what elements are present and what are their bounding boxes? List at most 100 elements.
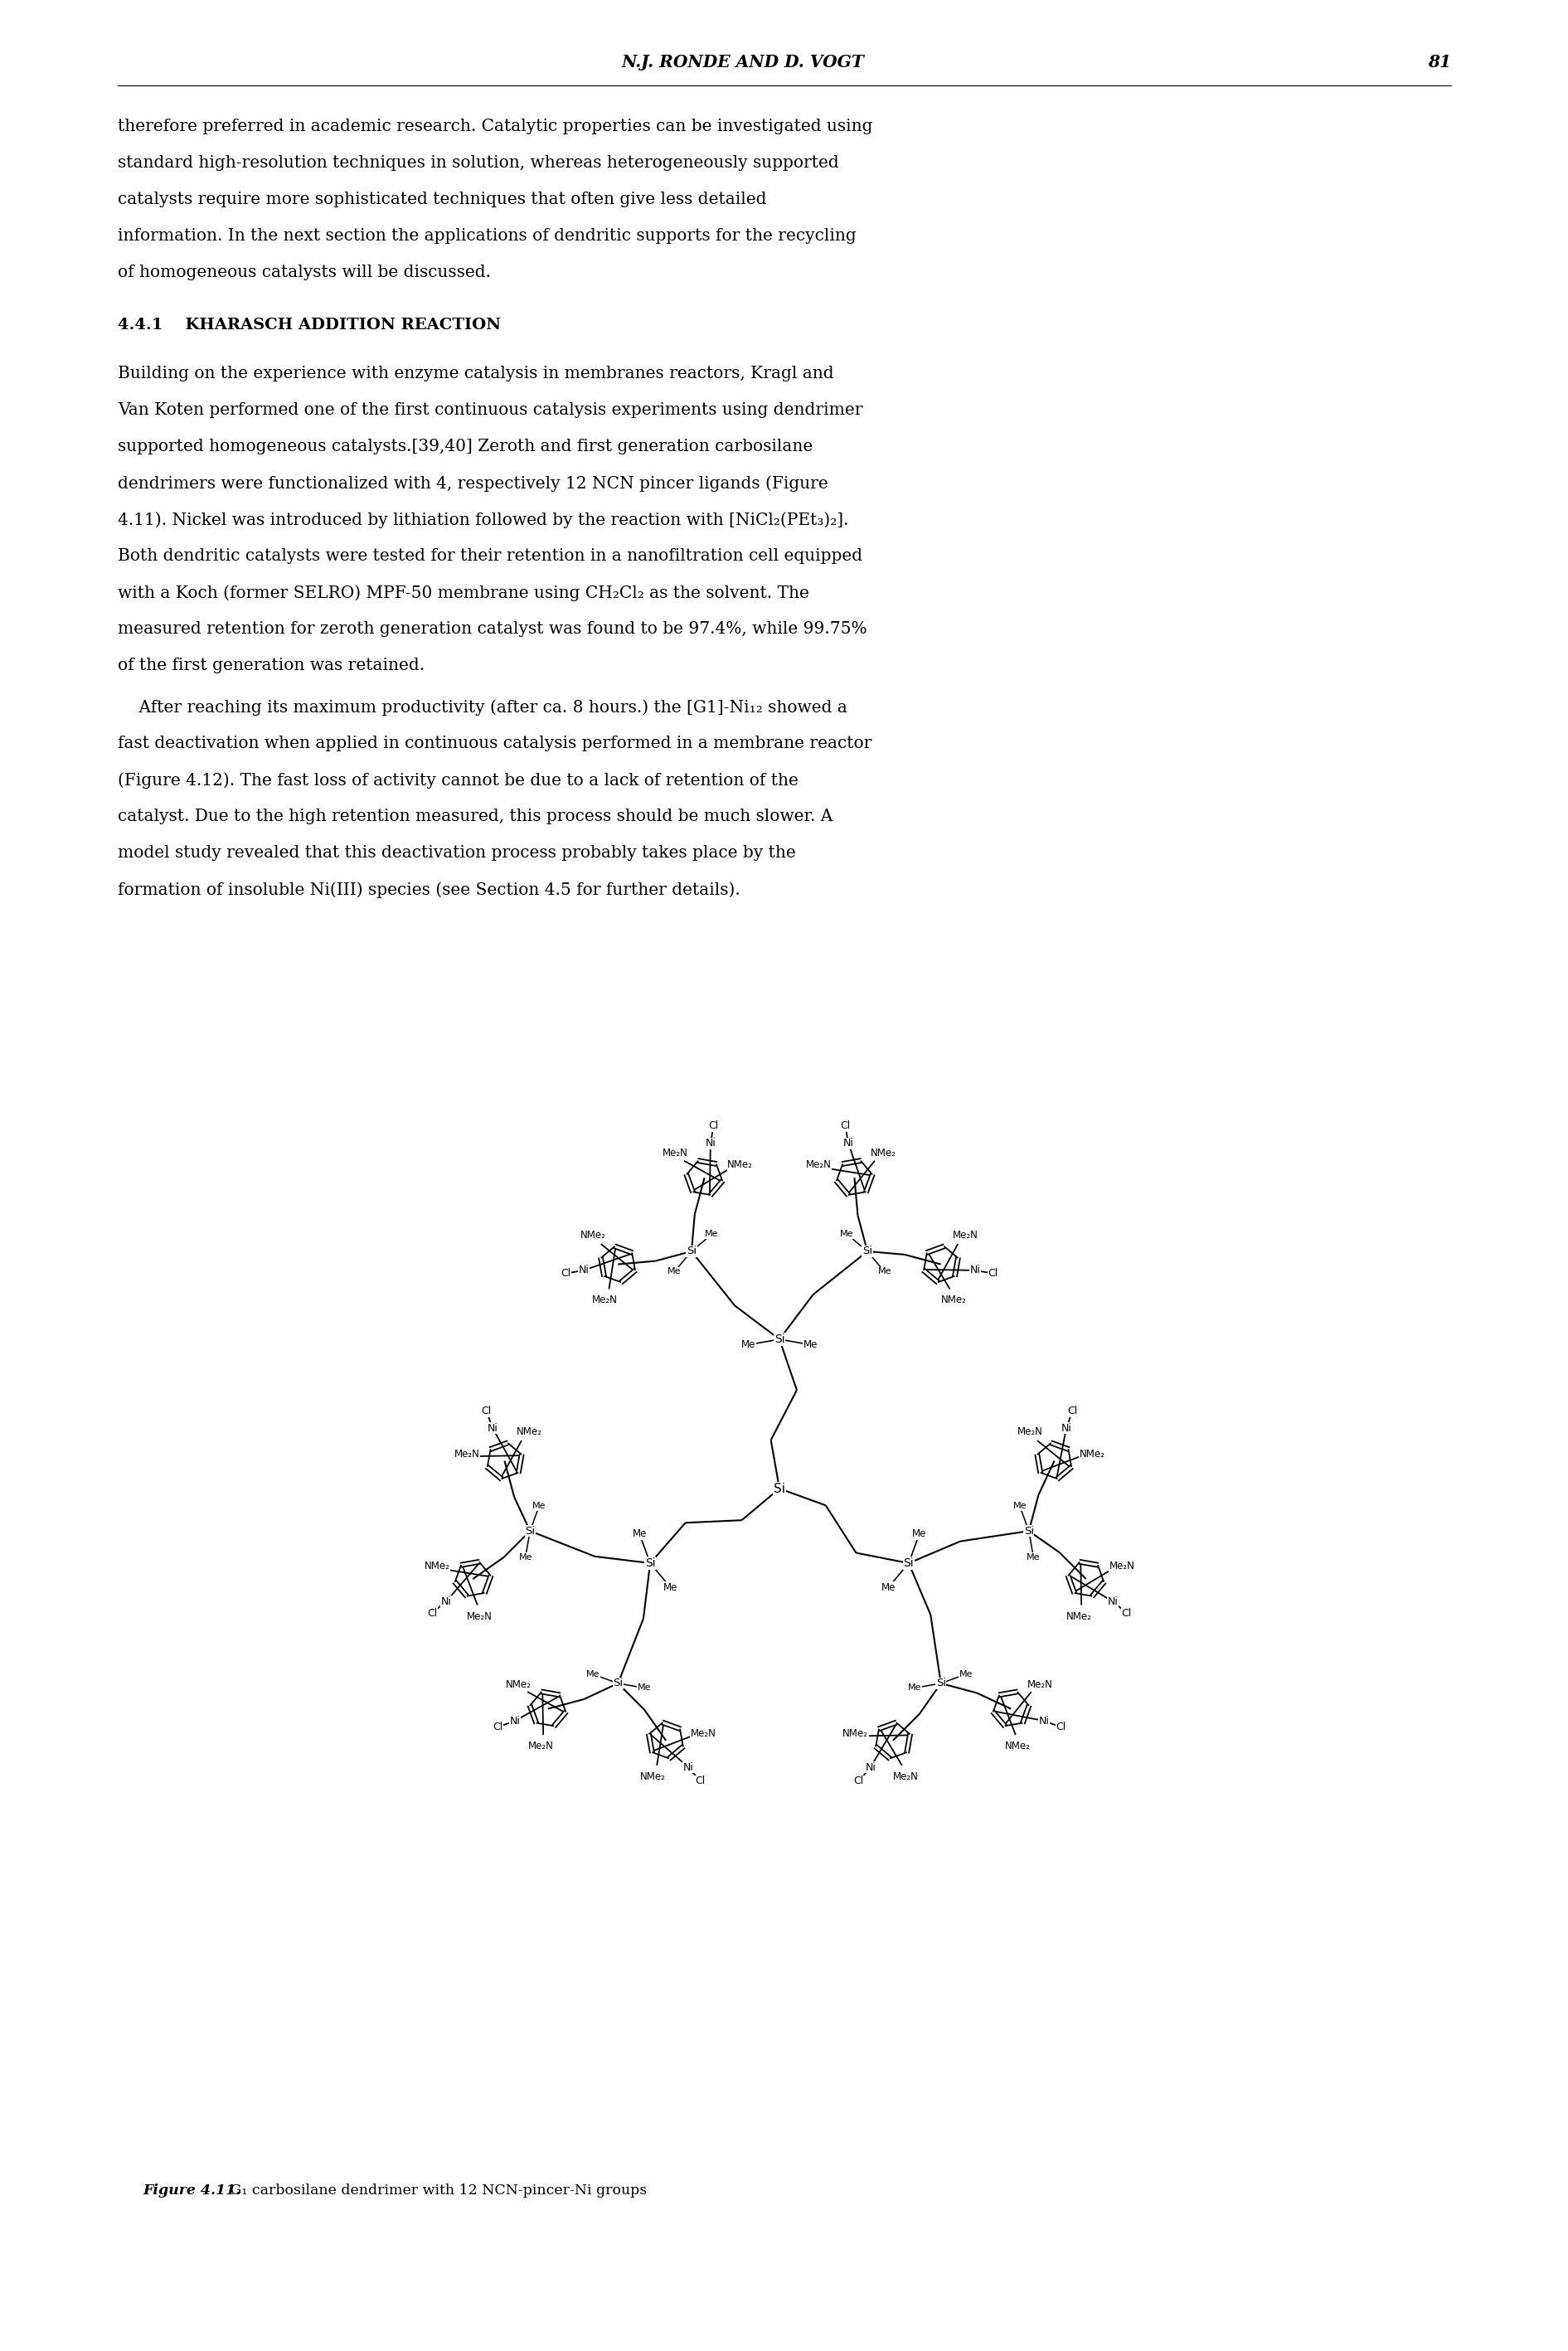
Text: Me₂N: Me₂N (953, 1230, 978, 1241)
Text: with a Koch (former SELRO) MPF-50 membrane using CH₂Cl₂ as the solvent. The: with a Koch (former SELRO) MPF-50 membra… (118, 585, 809, 602)
Text: Si: Si (687, 1246, 696, 1258)
Text: Me: Me (1013, 1502, 1027, 1509)
Text: formation of insoluble Ni(III) species (see Section 4.5 for further details).: formation of insoluble Ni(III) species (… (118, 882, 740, 898)
Text: Me₂N: Me₂N (593, 1295, 618, 1305)
Text: NMe₂: NMe₂ (842, 1728, 869, 1740)
Text: Ni: Ni (510, 1716, 521, 1726)
Text: therefore preferred in academic research. Catalytic properties can be investigat: therefore preferred in academic research… (118, 118, 873, 134)
Text: Me: Me (908, 1683, 922, 1693)
Text: Cl: Cl (561, 1267, 571, 1279)
Text: Cl: Cl (1121, 1608, 1132, 1617)
Text: Me₂N: Me₂N (1018, 1427, 1043, 1436)
Text: NMe₂: NMe₂ (1066, 1610, 1093, 1622)
Text: Ni: Ni (1062, 1422, 1071, 1434)
Text: NMe₂: NMe₂ (1005, 1742, 1030, 1751)
Text: (Figure 4.12). The fast loss of activity cannot be due to a lack of retention of: (Figure 4.12). The fast loss of activity… (118, 771, 798, 788)
Text: catalysts require more sophisticated techniques that often give less detailed: catalysts require more sophisticated tec… (118, 190, 767, 207)
Text: Me₂N: Me₂N (528, 1742, 554, 1751)
Text: Cl: Cl (709, 1119, 718, 1131)
Text: Building on the experience with enzyme catalysis in membranes reactors, Kragl an: Building on the experience with enzyme c… (118, 367, 834, 381)
Text: Cl: Cl (853, 1775, 864, 1787)
Text: Cl: Cl (426, 1608, 437, 1617)
Text: catalyst. Due to the high retention measured, this process should be much slower: catalyst. Due to the high retention meas… (118, 809, 833, 825)
Text: G₁ carbosilane dendrimer with 12 NCN-pincer-Ni groups: G₁ carbosilane dendrimer with 12 NCN-pin… (226, 2184, 648, 2198)
Text: NMe₂: NMe₂ (728, 1159, 753, 1171)
Text: Si: Si (862, 1246, 872, 1258)
Text: Figure 4.11.: Figure 4.11. (143, 2184, 240, 2198)
Text: Ni: Ni (488, 1422, 499, 1434)
Text: Me: Me (632, 1528, 646, 1540)
Text: Me: Me (668, 1267, 681, 1277)
Text: of homogeneous catalysts will be discussed.: of homogeneous catalysts will be discuss… (118, 266, 491, 280)
Text: Van Koten performed one of the first continuous catalysis experiments using dend: Van Koten performed one of the first con… (118, 402, 862, 418)
Text: Ni: Ni (866, 1761, 877, 1773)
Text: After reaching its maximum productivity (after ca. 8 hours.) the [G1]-Ni₁₂ showe: After reaching its maximum productivity … (118, 698, 847, 715)
Text: Me: Me (840, 1230, 855, 1239)
Text: Cl: Cl (492, 1721, 503, 1733)
Text: Ni: Ni (579, 1265, 590, 1277)
Text: Ni: Ni (706, 1138, 717, 1150)
Text: NMe₂: NMe₂ (516, 1427, 543, 1436)
Text: fast deactivation when applied in continuous catalysis performed in a membrane r: fast deactivation when applied in contin… (118, 736, 872, 752)
Text: 4.11). Nickel was introduced by lithiation followed by the reaction with [NiCl₂(: 4.11). Nickel was introduced by lithiati… (118, 513, 848, 529)
Text: of the first generation was retained.: of the first generation was retained. (118, 658, 425, 672)
Text: Si: Si (773, 1483, 786, 1495)
Text: NMe₂: NMe₂ (580, 1230, 607, 1241)
Text: Si: Si (1024, 1526, 1033, 1538)
Text: Me₂N: Me₂N (691, 1728, 717, 1740)
Text: Me₂N: Me₂N (1109, 1561, 1135, 1570)
Text: Me₂N: Me₂N (467, 1610, 492, 1622)
Text: model study revealed that this deactivation process probably takes place by the: model study revealed that this deactivat… (118, 844, 797, 860)
Text: information. In the next section the applications of dendritic supports for the : information. In the next section the app… (118, 228, 856, 245)
Text: Me₂N: Me₂N (662, 1147, 688, 1159)
Text: Cl: Cl (1068, 1406, 1077, 1415)
Text: Me₂N: Me₂N (455, 1448, 480, 1460)
Text: Si: Si (525, 1526, 535, 1538)
Text: Si: Si (613, 1679, 622, 1688)
Text: measured retention for zeroth generation catalyst was found to be 97.4%, while 9: measured retention for zeroth generation… (118, 621, 867, 637)
Text: Si: Si (903, 1556, 914, 1568)
Text: Cl: Cl (481, 1406, 491, 1415)
Text: 81: 81 (1428, 54, 1450, 71)
Text: NMe₂: NMe₂ (640, 1770, 666, 1782)
Text: Me: Me (803, 1340, 817, 1349)
Text: Me: Me (586, 1669, 601, 1679)
Text: Me₂N: Me₂N (1027, 1679, 1054, 1690)
Text: N.J. RONDE AND D. VOGT: N.J. RONDE AND D. VOGT (621, 54, 864, 71)
Text: Me₂N: Me₂N (806, 1159, 831, 1171)
Text: Ni: Ni (844, 1138, 853, 1150)
Text: Me: Me (881, 1582, 895, 1592)
Text: Me: Me (960, 1669, 972, 1679)
Text: 4.4.1    KHARASCH ADDITION REACTION: 4.4.1 KHARASCH ADDITION REACTION (118, 317, 500, 331)
Text: Si: Si (936, 1679, 946, 1688)
Text: Both dendritic catalysts were tested for their retention in a nanofiltration cel: Both dendritic catalysts were tested for… (118, 548, 862, 564)
Text: Me: Me (706, 1230, 718, 1239)
Text: Cl: Cl (1055, 1721, 1066, 1733)
Text: Me₂N: Me₂N (894, 1770, 919, 1782)
Text: Ni: Ni (971, 1265, 980, 1277)
Text: Ni: Ni (1038, 1716, 1049, 1726)
Text: Me: Me (519, 1554, 532, 1561)
Text: Me: Me (913, 1528, 927, 1540)
Text: Cl: Cl (840, 1119, 850, 1131)
Text: Si: Si (644, 1556, 655, 1568)
Text: supported homogeneous catalysts.[39,40] Zeroth and first generation carbosilane: supported homogeneous catalysts.[39,40] … (118, 440, 812, 454)
Text: Ni: Ni (441, 1596, 452, 1606)
Text: NMe₂: NMe₂ (506, 1679, 532, 1690)
Text: Me: Me (742, 1340, 756, 1349)
Text: Me: Me (878, 1267, 891, 1277)
Text: NMe₂: NMe₂ (1079, 1448, 1105, 1460)
Text: Cl: Cl (988, 1267, 999, 1279)
Text: Si: Si (775, 1333, 784, 1345)
Text: Me: Me (637, 1683, 651, 1693)
Text: dendrimers were functionalized with 4, respectively 12 NCN pincer ligands (Figur: dendrimers were functionalized with 4, r… (118, 475, 828, 491)
Text: Cl: Cl (695, 1775, 706, 1787)
Text: Me: Me (663, 1582, 677, 1592)
Text: Ni: Ni (1107, 1596, 1118, 1606)
Text: NMe₂: NMe₂ (425, 1561, 450, 1570)
Text: Ni: Ni (684, 1761, 693, 1773)
Text: standard high-resolution techniques in solution, whereas heterogeneously support: standard high-resolution techniques in s… (118, 155, 839, 172)
Text: NMe₂: NMe₂ (870, 1147, 897, 1159)
Text: Me: Me (532, 1502, 546, 1509)
Text: Me: Me (1027, 1554, 1040, 1561)
